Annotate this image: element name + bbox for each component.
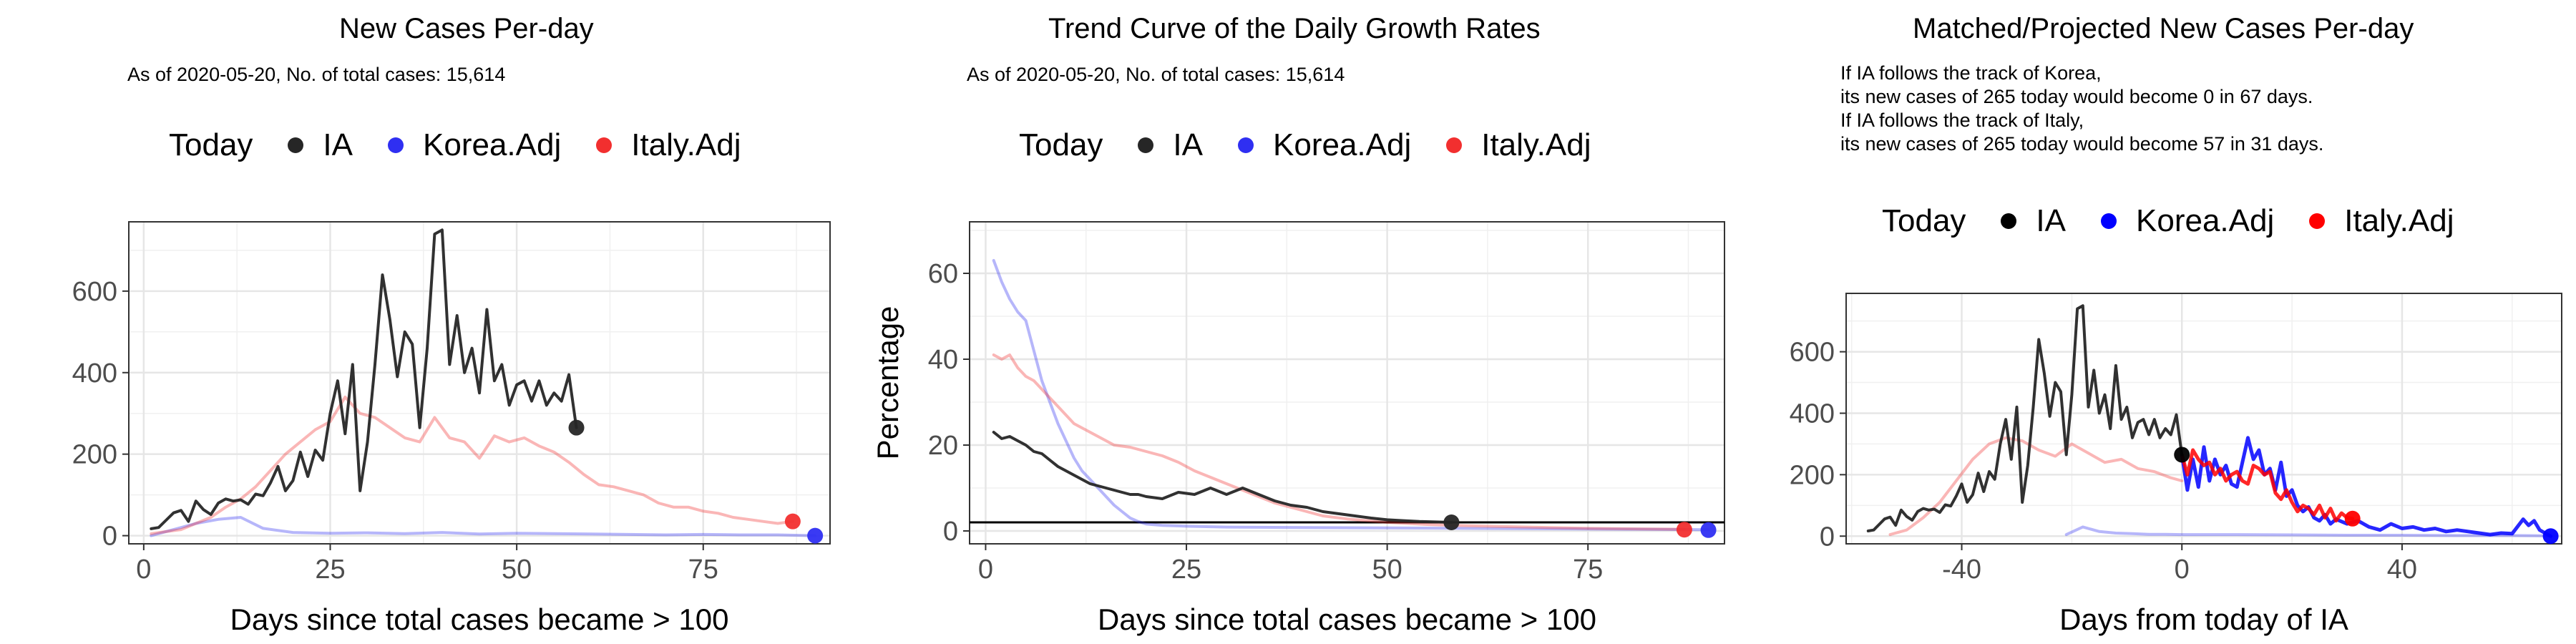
legend-label-ia: IA — [2036, 203, 2066, 238]
chart-title: Trend Curve of the Daily Growth Rates — [1048, 13, 1541, 44]
y-tick-label: 20 — [928, 431, 958, 461]
legend-key-italy — [1440, 131, 1468, 160]
today-point-korea-adj — [2542, 528, 2559, 545]
subtitle-line: As of 2020-05-20, No. of total cases: 15… — [967, 64, 1345, 85]
subtitle-line: its new cases of 265 today would become … — [1840, 133, 2324, 155]
today-point-italy-adj — [2344, 510, 2361, 527]
legend-key-korea — [1231, 131, 1260, 160]
subtitle-line: its new cases of 265 today would become … — [1840, 86, 2313, 107]
x-axis-label: Days since total cases became > 100 — [1098, 602, 1596, 636]
y-tick-label: 400 — [72, 358, 117, 389]
y-tick-label: 200 — [72, 440, 117, 470]
chart-subtitle: As of 2020-05-20, No. of total cases: 15… — [127, 63, 505, 87]
y-tick-label: 0 — [943, 517, 958, 547]
legend-label-korea: Korea.Adj — [2136, 203, 2275, 238]
plot-background — [1846, 293, 2562, 544]
chart-title: New Cases Per-day — [339, 13, 594, 44]
y-tick-label: 600 — [72, 277, 117, 307]
legend-key-korea — [381, 131, 410, 160]
legend-label-italy: Italy.Adj — [2344, 203, 2454, 238]
legend-label-ia: IA — [1173, 127, 1203, 162]
series-line-korea-adj-matched- — [2064, 525, 2552, 537]
legend: Today IA Korea.Adj Italy.Adj — [1882, 203, 2482, 239]
subtitle-line: As of 2020-05-20, No. of total cases: 15… — [127, 64, 506, 85]
x-tick-label: 0 — [136, 555, 151, 585]
subtitle-line: If IA follows the track of Italy, — [1840, 109, 2084, 131]
x-tick-label: 50 — [502, 555, 532, 585]
chart-plot: 0 25 50 75 0 20 40 60 Days since total cases bec… — [871, 221, 1725, 636]
y-tick-label: 0 — [102, 522, 117, 552]
series-line-ia — [150, 228, 578, 530]
series-line-italy-adj — [992, 353, 1686, 531]
x-tick-label: 25 — [1171, 555, 1201, 585]
series-line-italy-adj — [2180, 448, 2355, 523]
legend-key-korea — [2094, 207, 2123, 235]
plot-border — [969, 221, 1725, 545]
panel-new-cases: New Cases Per-day As of 2020-05-20, No. … — [0, 0, 859, 644]
today-point-italy-adj — [784, 513, 801, 530]
y-tick-label: 0 — [1820, 522, 1835, 552]
legend-title: Today — [1019, 127, 1103, 162]
plot-background — [970, 222, 1724, 544]
x-tick-label: 0 — [2175, 555, 2190, 585]
series-line-korea-adj — [150, 516, 817, 537]
series-line-korea-adj — [2180, 436, 2553, 538]
chart-title: Matched/Projected New Cases Per-day — [1913, 13, 2414, 44]
y-axis-label: Percentage — [871, 306, 904, 460]
legend-key-italy — [590, 131, 618, 160]
x-tick-label: 25 — [315, 555, 345, 585]
legend-key-ia — [1131, 131, 1160, 160]
x-tick-label: -40 — [1942, 555, 1981, 585]
today-point-italy-adj — [1676, 522, 1692, 538]
subtitle-line: If IA follows the track of Korea, — [1840, 62, 2102, 84]
series-line-italy-adj-matched- — [1888, 436, 2184, 537]
series-line-korea-adj — [992, 259, 1710, 532]
legend-key-ia — [281, 131, 310, 160]
legend-key-ia — [1994, 207, 2023, 235]
chart-subtitle: As of 2020-05-20, No. of total cases: 15… — [967, 63, 1345, 87]
y-tick-label: 60 — [928, 259, 958, 289]
legend-label-italy: Italy.Adj — [1481, 127, 1591, 162]
legend: Today IA Korea.Adj Italy.Adj — [169, 127, 769, 163]
legend-label-ia: IA — [323, 127, 353, 162]
series-line-ia — [992, 431, 1453, 524]
x-tick-label: 75 — [1573, 555, 1603, 585]
y-tick-label: 40 — [928, 345, 958, 375]
x-tick-label: 0 — [978, 555, 993, 585]
y-tick-label: 600 — [1790, 338, 1835, 368]
legend-label-korea: Korea.Adj — [423, 127, 562, 162]
y-tick-label: 400 — [1790, 399, 1835, 429]
legend: Today IA Korea.Adj Italy.Adj — [1019, 127, 1619, 163]
today-point-ia — [2174, 447, 2190, 463]
panel-projected-cases: Matched/Projected New Cases Per-day If I… — [1739, 0, 2576, 644]
legend-label-italy: Italy.Adj — [631, 127, 741, 162]
x-axis-label: Days since total cases became > 100 — [230, 602, 729, 636]
series-line-italy-adj — [150, 395, 794, 535]
x-axis-label: Days from today of IA — [2059, 602, 2348, 636]
plot-border — [128, 221, 831, 545]
x-tick-label: 75 — [688, 555, 718, 585]
chart-plot: 0 25 50 75 0 200 400 600 Days since total cases … — [72, 221, 831, 636]
legend-key-italy — [2303, 207, 2331, 235]
series-line-ia — [1866, 304, 2184, 532]
x-tick-label: 40 — [2387, 555, 2417, 585]
x-tick-label: 50 — [1372, 555, 1402, 585]
legend-title: Today — [169, 127, 253, 162]
panel-growth-rates: Trend Curve of the Daily Growth Rates As… — [859, 0, 1739, 644]
legend-title: Today — [1882, 203, 1966, 238]
chart-subtitle: If IA follows the track of Korea, its ne… — [1840, 62, 2323, 156]
today-point-korea-adj — [1700, 522, 1717, 538]
today-point-ia — [1443, 514, 1460, 530]
today-point-korea-adj — [807, 527, 824, 544]
y-tick-label: 200 — [1790, 460, 1835, 490]
today-point-ia — [568, 419, 585, 436]
legend-label-korea: Korea.Adj — [1273, 127, 1412, 162]
plot-border — [1845, 293, 2562, 545]
